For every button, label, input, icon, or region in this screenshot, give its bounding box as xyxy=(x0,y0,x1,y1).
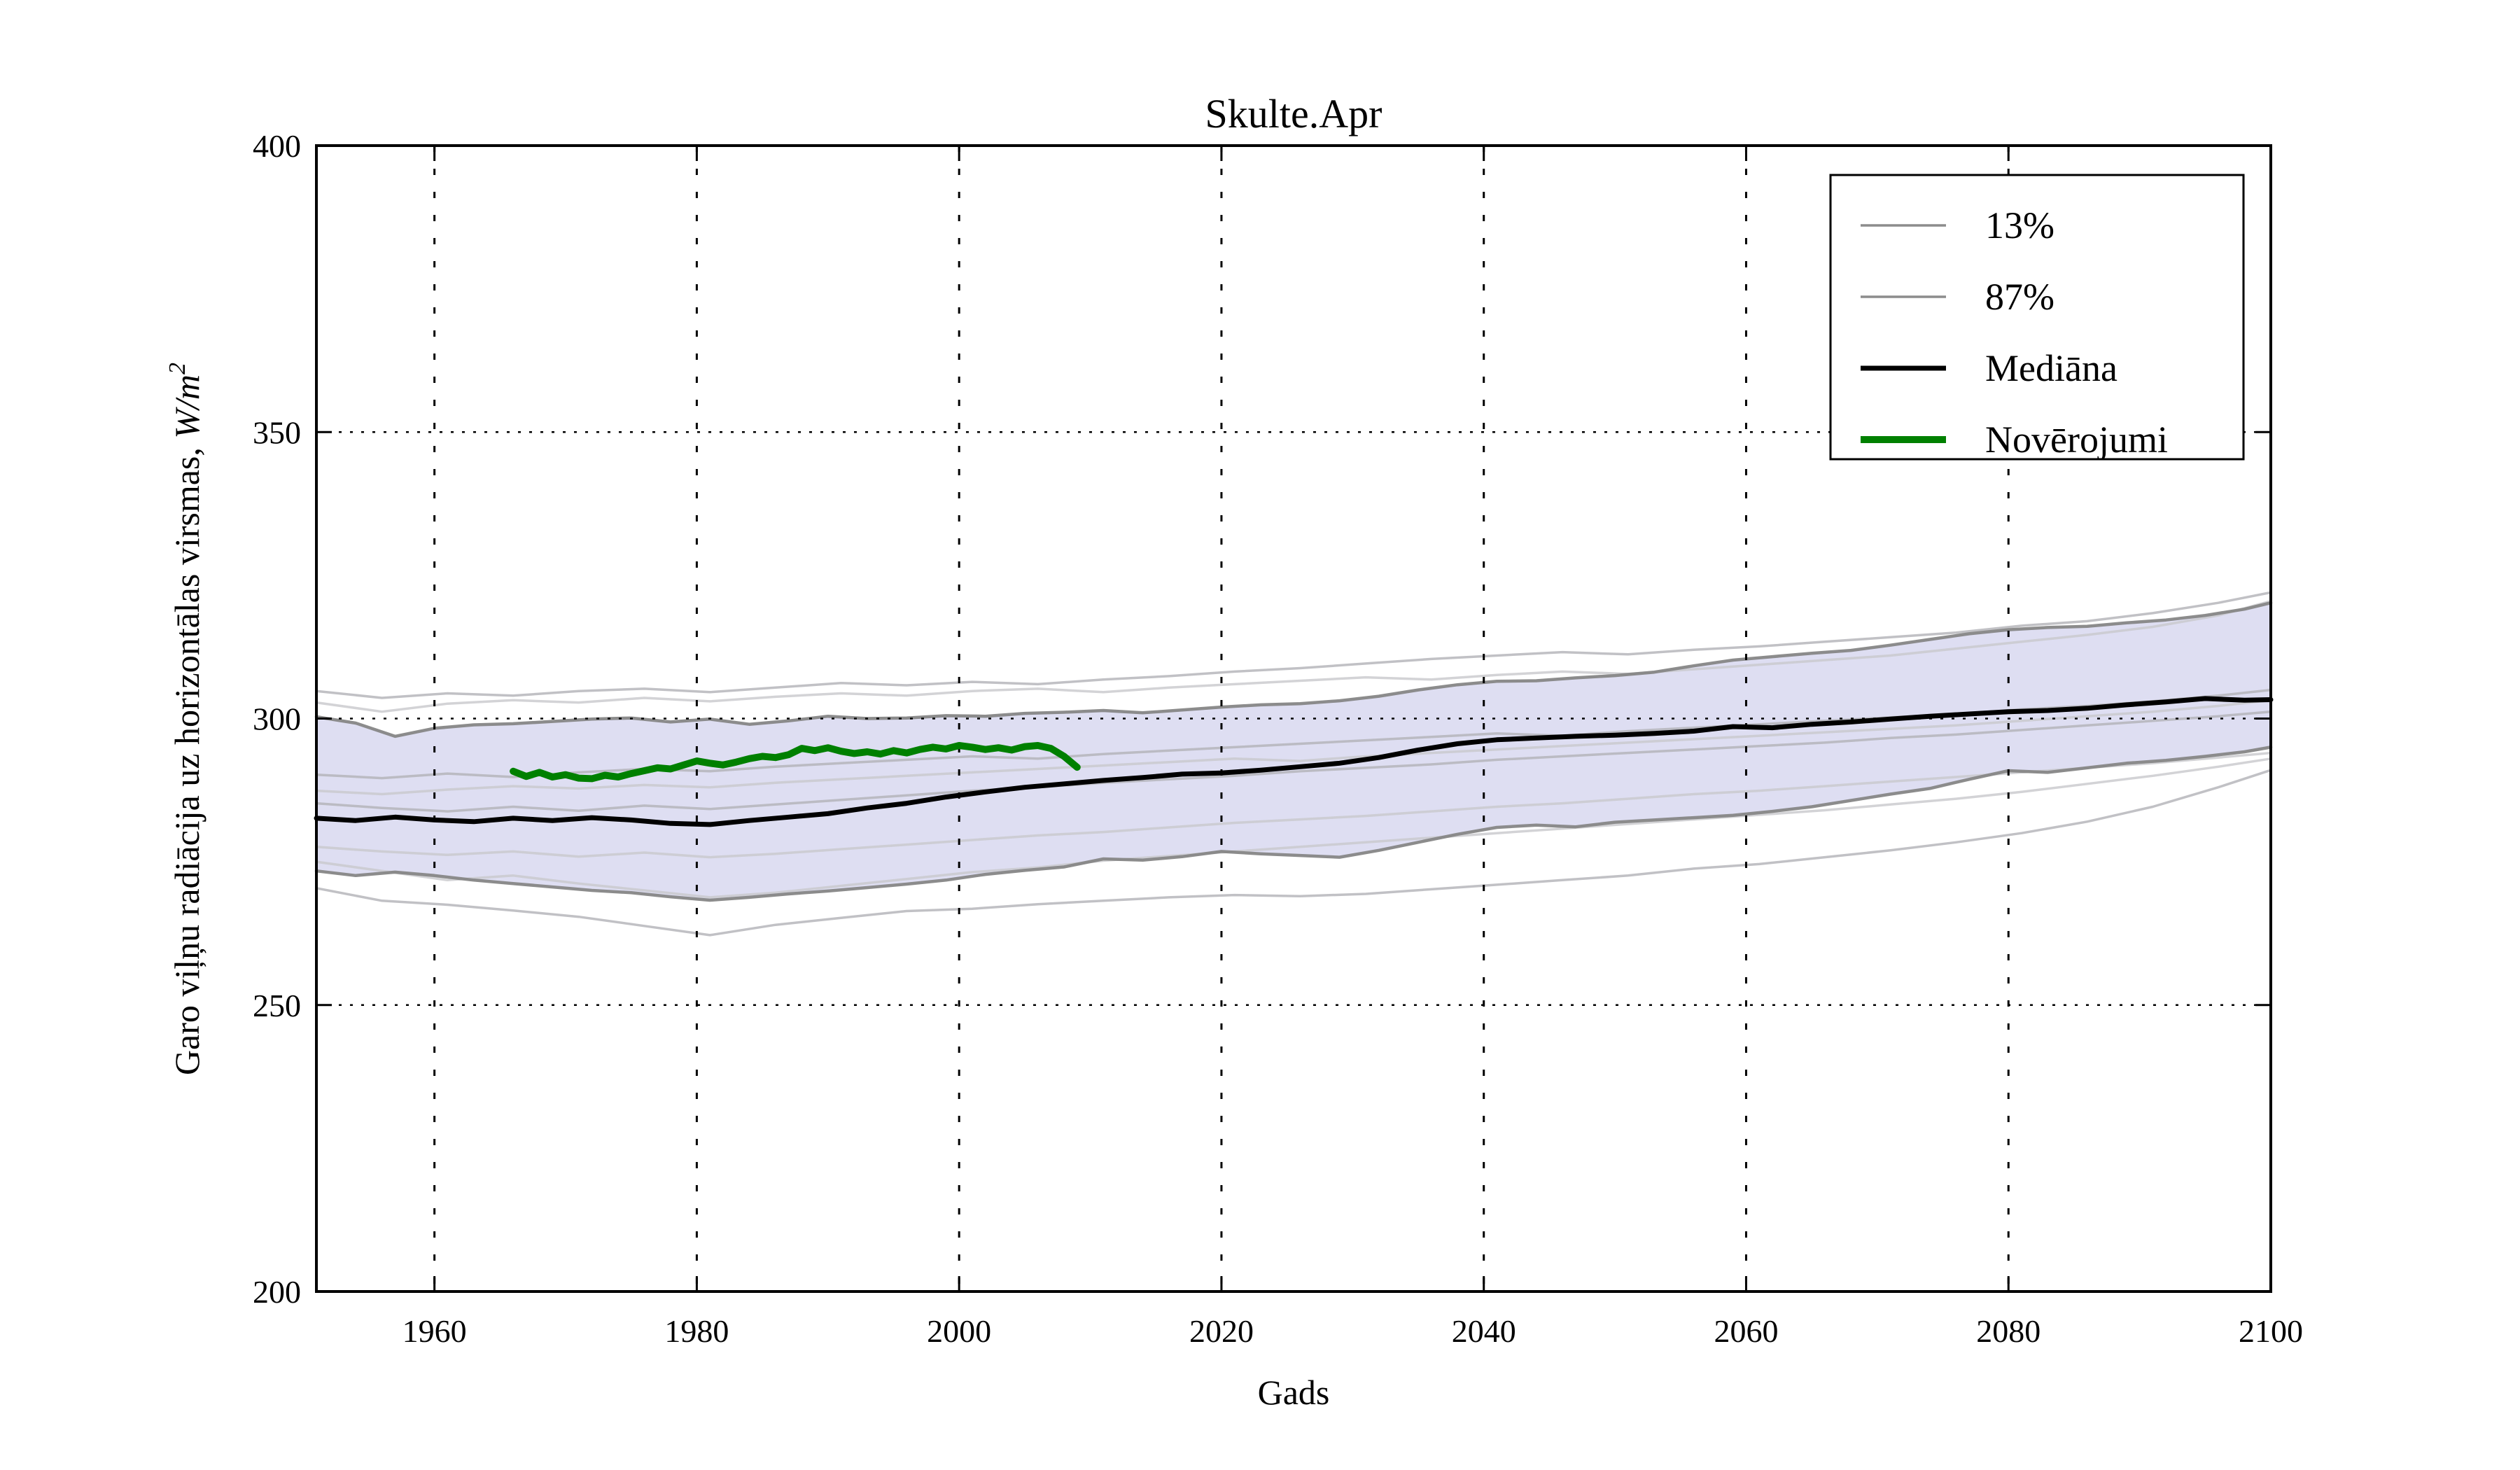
ensemble-line xyxy=(315,751,2272,859)
ensemble-line xyxy=(315,599,2272,713)
y-axis-label-units: W/m xyxy=(167,374,206,439)
tick-labels-layer: 1960 1980 2000 2020 2040 2060 2080 2100 200 250 30… xyxy=(253,128,2303,1349)
ensemble-line xyxy=(315,591,2272,699)
y-tick-label: 200 xyxy=(253,1274,301,1310)
y-axis-label-exponent: 2 xyxy=(164,363,190,374)
legend-box xyxy=(1829,174,2245,461)
legend-item-noverojumi: Novērojumi xyxy=(1861,419,2168,461)
legend-label-13pct: 13% xyxy=(1985,204,2054,246)
legend-label-87pct: 87% xyxy=(1985,276,2054,318)
y-axis-label: Garo viļņu radiācija uz horizontālas vir… xyxy=(164,363,206,1075)
ensemble-line xyxy=(315,699,2272,796)
chart-title: Skulte.Apr xyxy=(1205,91,1382,136)
y-tick-label: 400 xyxy=(253,128,301,164)
legend-item-13pct: 13% xyxy=(1861,204,2054,246)
legend-label-noverojumi: Novērojumi xyxy=(1985,419,2168,461)
percentile-band-layer xyxy=(316,603,2271,900)
x-tick-label: 2100 xyxy=(2239,1313,2303,1349)
y-axis-label-text: Garo viļņu radiācija uz horizontālas vir… xyxy=(167,439,206,1075)
legend-label-mediana: Mediāna xyxy=(1985,347,2118,389)
legend-item-mediana: Mediāna xyxy=(1861,347,2118,389)
median-line xyxy=(314,696,2274,827)
main-series-layer xyxy=(314,696,2274,827)
percentile-band xyxy=(316,603,2271,900)
y-tick-label: 350 xyxy=(253,414,301,450)
ensemble-line xyxy=(315,769,2272,937)
x-axis-label: Gads xyxy=(1258,1373,1330,1412)
x-tick-label: 2080 xyxy=(1976,1313,2040,1349)
x-tick-label: 2020 xyxy=(1189,1313,1254,1349)
x-tick-label: 1960 xyxy=(402,1313,467,1349)
p13-line xyxy=(314,746,2273,902)
percentile-edge-layer xyxy=(314,601,2273,902)
observations-line xyxy=(510,742,1081,783)
legend-item-87pct: 87% xyxy=(1861,276,2054,318)
axes-layer xyxy=(315,144,2272,1293)
x-tick-label: 2000 xyxy=(927,1313,991,1349)
legend: 13% 87% Mediāna Novērojumi xyxy=(1829,174,2245,461)
x-tick-label: 2060 xyxy=(1714,1313,1778,1349)
p87-line xyxy=(314,601,2273,738)
x-tick-label: 1980 xyxy=(664,1313,729,1349)
y-tick-label: 300 xyxy=(253,701,301,737)
x-tick-label: 2040 xyxy=(1452,1313,1516,1349)
y-tick-label: 250 xyxy=(253,988,301,1023)
ensemble-line xyxy=(315,757,2272,899)
ensemble-line xyxy=(315,710,2272,813)
